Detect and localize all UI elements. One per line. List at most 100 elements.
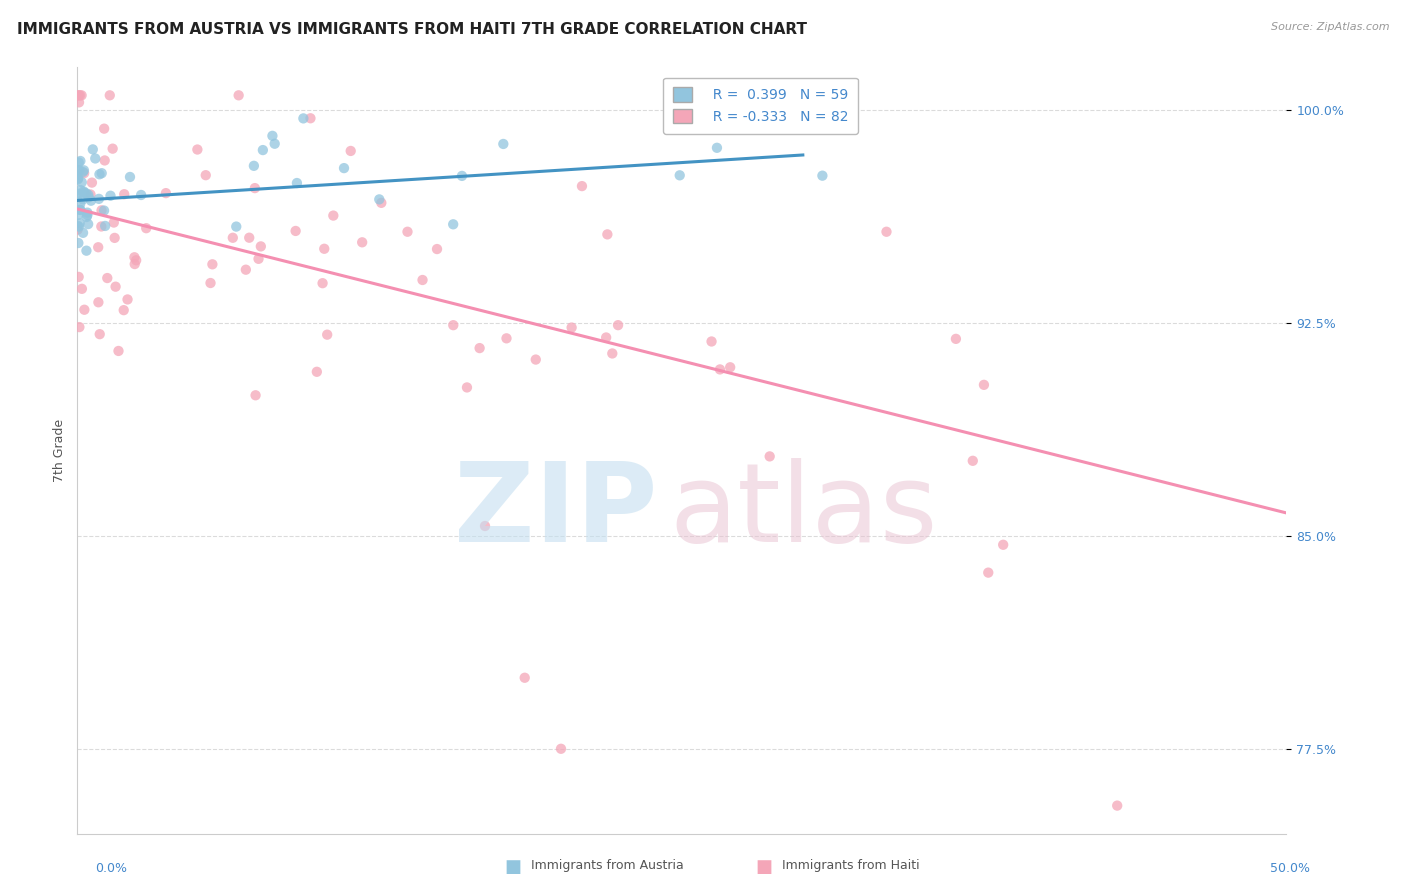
- Text: 0.0%: 0.0%: [96, 863, 128, 875]
- Point: [66, 163, 89, 178]
- Point: [441, 217, 464, 231]
- Point: [129, 188, 152, 202]
- Point: [758, 450, 780, 464]
- Point: [69, 202, 91, 217]
- Point: [66, 88, 89, 103]
- Point: [668, 169, 690, 183]
- Point: [596, 227, 619, 242]
- Text: Source: ZipAtlas.com: Source: ZipAtlas.com: [1271, 22, 1389, 32]
- Point: [186, 143, 208, 157]
- Point: [70, 175, 93, 189]
- Point: [876, 225, 898, 239]
- Point: [90, 166, 112, 180]
- Point: [352, 235, 374, 250]
- Point: [977, 566, 1000, 580]
- Point: [103, 215, 125, 229]
- Point: [117, 293, 139, 307]
- Point: [77, 190, 100, 204]
- Text: ZIP: ZIP: [454, 458, 658, 566]
- Point: [200, 276, 222, 290]
- Point: [66, 188, 89, 202]
- Point: [550, 741, 572, 756]
- Text: atlas: atlas: [669, 458, 938, 566]
- Point: [339, 144, 361, 158]
- Point: [107, 343, 129, 358]
- Point: [66, 222, 89, 236]
- Point: [93, 153, 115, 168]
- Point: [125, 253, 148, 268]
- Point: [396, 225, 419, 239]
- Point: [75, 244, 97, 258]
- Point: [247, 252, 270, 266]
- Point: [90, 203, 112, 218]
- Point: [571, 179, 593, 194]
- Point: [87, 295, 110, 310]
- Point: [607, 318, 630, 333]
- Point: [112, 303, 135, 318]
- Point: [700, 334, 723, 349]
- Point: [72, 185, 94, 199]
- Point: [73, 163, 96, 178]
- Point: [322, 209, 344, 223]
- Point: [67, 208, 90, 222]
- Point: [595, 330, 617, 344]
- Point: [155, 186, 177, 201]
- Point: [69, 216, 91, 230]
- Point: [468, 341, 491, 355]
- Point: [76, 208, 98, 222]
- Point: [513, 671, 536, 685]
- Text: 50.0%: 50.0%: [1271, 863, 1310, 875]
- Point: [100, 188, 122, 202]
- Point: [228, 88, 250, 103]
- Point: [201, 257, 224, 271]
- Point: [368, 193, 391, 207]
- Point: [118, 169, 141, 184]
- Point: [262, 128, 284, 143]
- Point: [311, 276, 333, 290]
- Point: [124, 250, 146, 264]
- Point: [89, 167, 111, 181]
- Point: [945, 332, 967, 346]
- Text: ■: ■: [755, 858, 772, 876]
- Point: [69, 153, 91, 168]
- Point: [70, 282, 93, 296]
- Text: Immigrants from Haiti: Immigrants from Haiti: [782, 859, 920, 872]
- Point: [225, 219, 247, 234]
- Y-axis label: 7th Grade: 7th Grade: [53, 419, 66, 482]
- Point: [263, 136, 285, 151]
- Point: [305, 365, 328, 379]
- Point: [76, 205, 98, 219]
- Point: [252, 143, 274, 157]
- Point: [66, 172, 89, 186]
- Point: [66, 169, 89, 183]
- Point: [82, 142, 104, 156]
- Point: [456, 380, 478, 394]
- Point: [316, 327, 339, 342]
- Legend:   R =  0.399   N = 59,   R = -0.333   N = 82: R = 0.399 N = 59, R = -0.333 N = 82: [664, 78, 858, 134]
- Point: [284, 224, 307, 238]
- Point: [492, 136, 515, 151]
- Point: [67, 235, 90, 250]
- Point: [67, 320, 90, 334]
- Point: [70, 88, 93, 103]
- Text: Immigrants from Austria: Immigrants from Austria: [531, 859, 685, 872]
- Point: [76, 210, 98, 224]
- Text: ■: ■: [505, 858, 522, 876]
- Point: [245, 388, 267, 402]
- Point: [75, 186, 97, 201]
- Point: [333, 161, 356, 175]
- Point: [89, 327, 111, 342]
- Point: [412, 273, 434, 287]
- Point: [67, 88, 90, 103]
- Point: [285, 176, 308, 190]
- Point: [124, 257, 146, 271]
- Point: [370, 195, 392, 210]
- Point: [93, 121, 115, 136]
- Point: [73, 302, 96, 317]
- Point: [90, 219, 112, 234]
- Point: [441, 318, 464, 333]
- Point: [235, 262, 257, 277]
- Point: [811, 169, 834, 183]
- Point: [69, 183, 91, 197]
- Point: [718, 360, 741, 375]
